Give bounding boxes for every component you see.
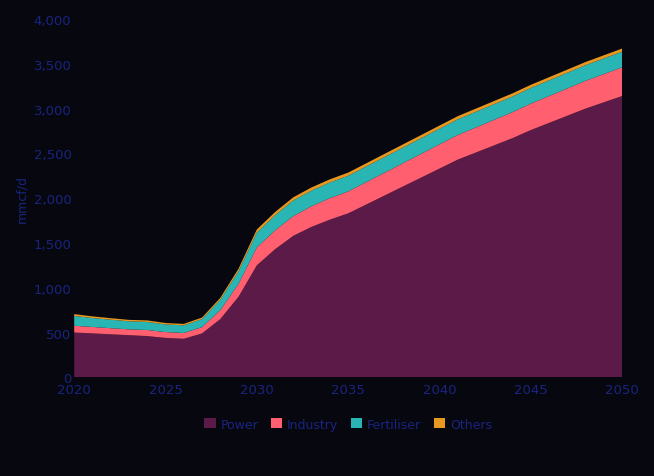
Y-axis label: mmcf/d: mmcf/d (15, 175, 28, 223)
Legend: Power, Industry, Fertiliser, Others: Power, Industry, Fertiliser, Others (199, 413, 497, 436)
